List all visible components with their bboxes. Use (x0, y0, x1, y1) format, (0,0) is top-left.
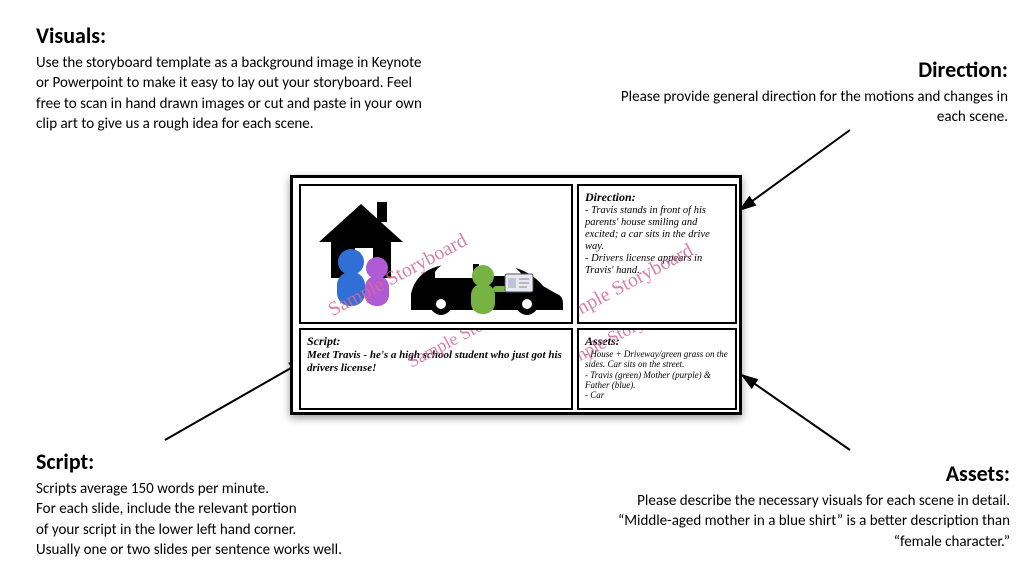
cell-direction-text: - Travis stands in front of his parents'… (585, 205, 729, 277)
cell-script-text: Meet Travis - he's a high school student… (307, 349, 565, 374)
license-card-icon (505, 274, 533, 292)
visuals-body: Use the storyboard template as a backgro… (36, 53, 426, 134)
script-body: Scripts average 150 words per minute. Fo… (36, 479, 436, 560)
visuals-title: Visuals: (36, 22, 426, 49)
cell-assets-text: - House + Driveway/green grass on the si… (585, 349, 729, 401)
script-title: Script: (36, 448, 436, 475)
storyboard-cell-direction: Direction: - Travis stands in front of h… (577, 184, 737, 324)
storyboard-frame: Sample Storyboard Direction: - Travis st… (290, 175, 742, 415)
storyboard-cell-visual: Sample Storyboard (299, 184, 573, 324)
cell-assets-label: Assets: (585, 334, 729, 349)
cell-direction-label: Direction: (585, 190, 729, 205)
direction-body: Please provide general direction for the… (616, 87, 1008, 128)
annotation-direction: Direction: Please provide general direct… (616, 56, 1008, 128)
storyboard-cell-assets: Assets: - House + Driveway/green grass o… (577, 328, 737, 410)
assets-title: Assets: (580, 460, 1010, 487)
annotation-visuals: Visuals: Use the storyboard template as … (36, 22, 426, 134)
storyboard-cell-script: Script: Meet Travis - he's a high school… (299, 328, 573, 410)
assets-body: Please describe the necessary visuals fo… (580, 491, 1010, 552)
direction-title: Direction: (616, 56, 1008, 83)
annotation-assets: Assets: Please describe the necessary vi… (580, 460, 1010, 552)
cell-script-label: Script: (307, 334, 565, 349)
annotation-script: Script: Scripts average 150 words per mi… (36, 448, 436, 560)
figure-mother (365, 257, 389, 306)
clipart-scene (301, 186, 571, 322)
figure-father (337, 249, 365, 306)
